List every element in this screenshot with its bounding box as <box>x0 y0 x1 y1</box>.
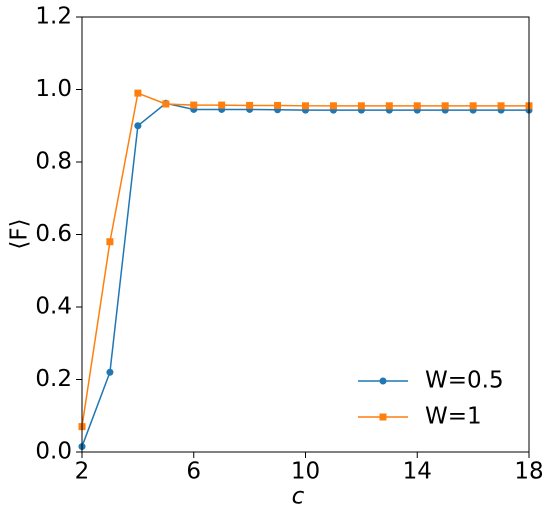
marker <box>302 102 309 110</box>
marker <box>329 102 337 110</box>
marker <box>190 101 198 109</box>
legend-marker <box>379 413 387 421</box>
marker <box>385 102 393 110</box>
marker <box>106 368 114 376</box>
y-tick-label: 0.4 <box>35 294 72 320</box>
marker <box>162 100 170 108</box>
x-tick-label: 10 <box>291 459 320 485</box>
x-tick-label: 6 <box>186 459 201 485</box>
marker <box>413 102 421 110</box>
y-tick-label: 0.6 <box>35 221 72 247</box>
y-tick-label: 0.8 <box>35 149 72 175</box>
legend-label: W=1 <box>425 404 482 430</box>
x-tick-label: 18 <box>514 459 543 485</box>
plot-frame <box>81 16 530 453</box>
marker <box>246 101 254 109</box>
marker <box>218 101 226 109</box>
y-tick-label: 1.2 <box>35 4 72 30</box>
y-tick-label: 0.0 <box>35 439 72 465</box>
marker <box>274 101 282 109</box>
legend-marker <box>379 377 387 385</box>
x-tick-label: 14 <box>403 459 432 485</box>
y-axis-label: ⟨F⟩ <box>7 218 33 249</box>
marker <box>357 102 365 110</box>
legend: W=0.5 W=1 <box>358 368 504 430</box>
y-tick-label: 1.0 <box>35 76 72 102</box>
marker <box>441 102 449 110</box>
marker <box>134 122 142 130</box>
marker <box>469 102 477 110</box>
marker <box>134 89 142 97</box>
legend-label: W=0.5 <box>425 368 504 394</box>
x-tick-label: 2 <box>75 459 90 485</box>
x-axis-label: c <box>292 484 305 510</box>
series-line <box>81 102 529 447</box>
y-tick-label: 0.2 <box>35 366 72 392</box>
marker <box>106 238 114 246</box>
marker <box>497 102 505 110</box>
